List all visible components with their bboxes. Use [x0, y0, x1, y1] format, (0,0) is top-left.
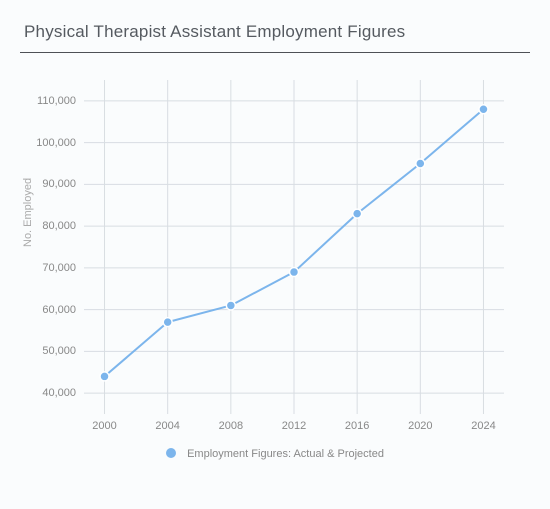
y-axis-title: No. Employed	[22, 178, 34, 247]
title-rule	[20, 52, 530, 53]
y-tick-label: 40,000	[42, 387, 76, 399]
y-tick-label: 90,000	[42, 178, 76, 190]
y-tick-label: 110,000	[37, 95, 76, 107]
y-tick-label: 50,000	[42, 345, 76, 357]
y-tick-label: 70,000	[42, 262, 76, 274]
y-tick-labels: 40,00050,00060,00070,00080,00090,000100,…	[40, 80, 80, 414]
x-tick-label: 2016	[345, 420, 369, 432]
x-tick-label: 2012	[282, 420, 306, 432]
y-tick-label: 60,000	[42, 304, 76, 316]
chart-title: Physical Therapist Assistant Employment …	[24, 22, 530, 42]
chart-container: Physical Therapist Assistant Employment …	[0, 0, 550, 509]
x-tick-label: 2008	[219, 420, 243, 432]
plot-area	[84, 80, 504, 414]
y-tick-label: 100,000	[36, 137, 76, 149]
y-tick-label: 80,000	[42, 220, 76, 232]
x-tick-label: 2000	[92, 420, 116, 432]
legend-marker	[166, 448, 176, 458]
chart-svg	[84, 80, 504, 414]
x-tick-labels: 2000 2004 2008 2012 2016 2020 2024	[84, 418, 504, 438]
x-tick-label: 2020	[408, 420, 432, 432]
legend-label: Employment Figures: Actual & Projected	[187, 448, 384, 460]
x-tick-label: 2004	[155, 420, 179, 432]
legend: Employment Figures: Actual & Projected	[0, 448, 550, 460]
x-tick-label: 2024	[471, 420, 495, 432]
